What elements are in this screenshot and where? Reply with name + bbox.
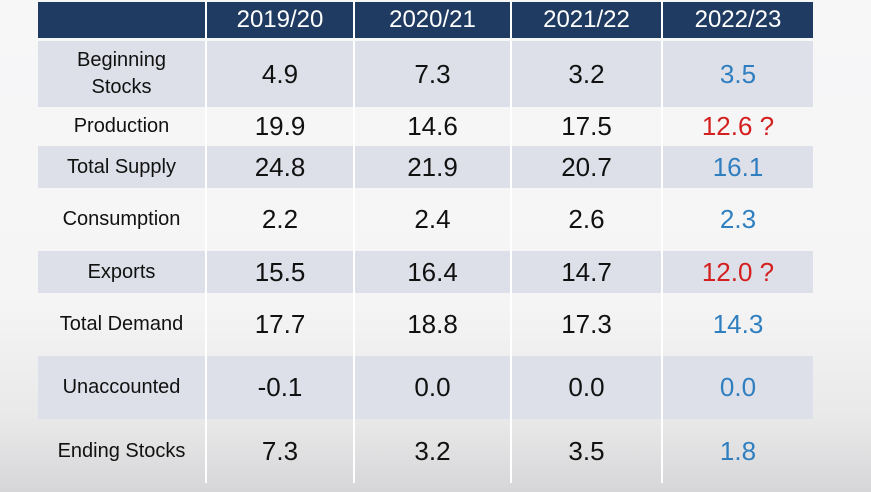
table-row-exports: Exports 15.5 16.4 14.7 12.0 ? [38,251,813,293]
header-2021-22: 2021/22 [512,2,663,38]
table-cell: 4.9 [207,41,355,107]
table-cell: 3.2 [355,419,512,483]
header-2019-20: 2019/20 [207,2,355,38]
row-label: Total Demand [38,293,207,356]
table-cell-forecast: 1.8 [719,435,757,466]
table-cell: 3.5 [512,419,663,483]
header-corner [38,2,207,38]
table-cell: 2.2 [207,188,355,251]
table-row-ending-stocks: Ending Stocks 7.3 3.2 3.5 1.8 [38,419,813,483]
table-cell: 2.6 [512,188,663,251]
table-cell: 0.0 [512,356,663,419]
table-cell: 19.9 [207,107,355,146]
row-label: Ending Stocks [38,419,207,483]
table-cell: 17.5 [512,107,663,146]
table-cell: 3.2 [512,41,663,107]
row-label: Exports [38,251,207,293]
header-2022-23: 2022/23 [663,2,813,38]
table-row-total-demand: Total Demand 17.7 18.8 17.3 14.3 [38,293,813,356]
table-cell-uncertain: 12.6 ? [701,111,775,141]
table-cell: 24.8 [207,146,355,188]
row-label: Consumption [38,188,207,251]
table-cell: 0.0 [355,356,512,419]
table-cell-forecast: 3.5 [663,41,813,107]
table-cell: 7.3 [355,41,512,107]
table-cell: -0.1 [207,356,355,419]
table-row-production: Production 19.9 14.6 17.5 12.6 ? [38,107,813,146]
table-cell: 7.3 [207,419,355,483]
row-label: Beginning Stocks [38,41,207,107]
row-label: Unaccounted [38,356,207,419]
table-cell: 17.7 [207,293,355,356]
table-cell: 17.3 [512,293,663,356]
table-cell-uncertain: 12.0 ? [663,251,813,293]
table-header-row: 2019/20 2020/21 2021/22 2022/23 [38,2,813,38]
table-cell: 21.9 [355,146,512,188]
table-row-total-supply: Total Supply 24.8 21.9 20.7 16.1 [38,146,813,188]
table-row-unaccounted: Unaccounted -0.1 0.0 0.0 0.0 [38,356,813,419]
header-2020-21: 2020/21 [355,2,512,38]
table-cell: 20.7 [512,146,663,188]
table-cell: 18.8 [355,293,512,356]
supply-demand-table: 2019/20 2020/21 2021/22 2022/23 Beginnin… [38,2,813,483]
table-cell: 14.6 [355,107,512,146]
table-row-consumption: Consumption 2.2 2.4 2.6 2.3 [38,188,813,251]
table-cell-forecast: 16.1 [663,146,813,188]
table-cell-forecast: 2.3 [719,204,757,234]
table-cell-forecast: 14.3 [712,309,764,339]
table-row-beginning-stocks: Beginning Stocks 4.9 7.3 3.2 3.5 [38,41,813,107]
table-cell: 16.4 [355,251,512,293]
row-label: Total Supply [38,146,207,188]
table-cell: 2.4 [355,188,512,251]
table-cell: 15.5 [207,251,355,293]
table-cell: 14.7 [512,251,663,293]
row-label: Production [38,107,207,146]
table-cell-forecast: 0.0 [663,356,813,419]
